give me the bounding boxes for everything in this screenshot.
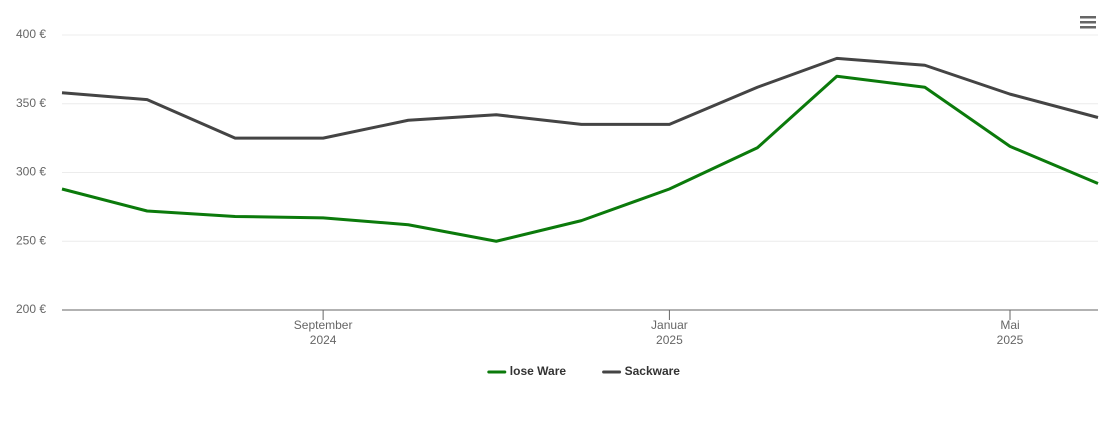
x-tick-label: Mai 2025 bbox=[997, 318, 1024, 347]
x-tick-label: September 2024 bbox=[294, 318, 353, 347]
legend: lose Ware Sackware bbox=[487, 364, 681, 378]
y-tick-label: 300 € bbox=[16, 165, 46, 179]
legend-item[interactable]: lose Ware bbox=[487, 364, 567, 378]
series-line bbox=[61, 74, 1099, 243]
menu-button[interactable] bbox=[1078, 14, 1098, 30]
y-tick-label: 400 € bbox=[16, 27, 46, 41]
y-tick-label: 200 € bbox=[16, 302, 46, 316]
series-line bbox=[61, 56, 1099, 140]
x-tick-label: Januar 2025 bbox=[651, 318, 688, 347]
menu-bar bbox=[1080, 26, 1096, 29]
y-tick-label: 250 € bbox=[16, 233, 46, 247]
menu-bar bbox=[1080, 16, 1096, 19]
menu-bar bbox=[1080, 21, 1096, 24]
legend-label: Sackware bbox=[625, 364, 681, 378]
legend-item[interactable]: Sackware bbox=[602, 364, 681, 378]
legend-label: lose Ware bbox=[510, 364, 567, 378]
y-tick-label: 350 € bbox=[16, 96, 46, 110]
